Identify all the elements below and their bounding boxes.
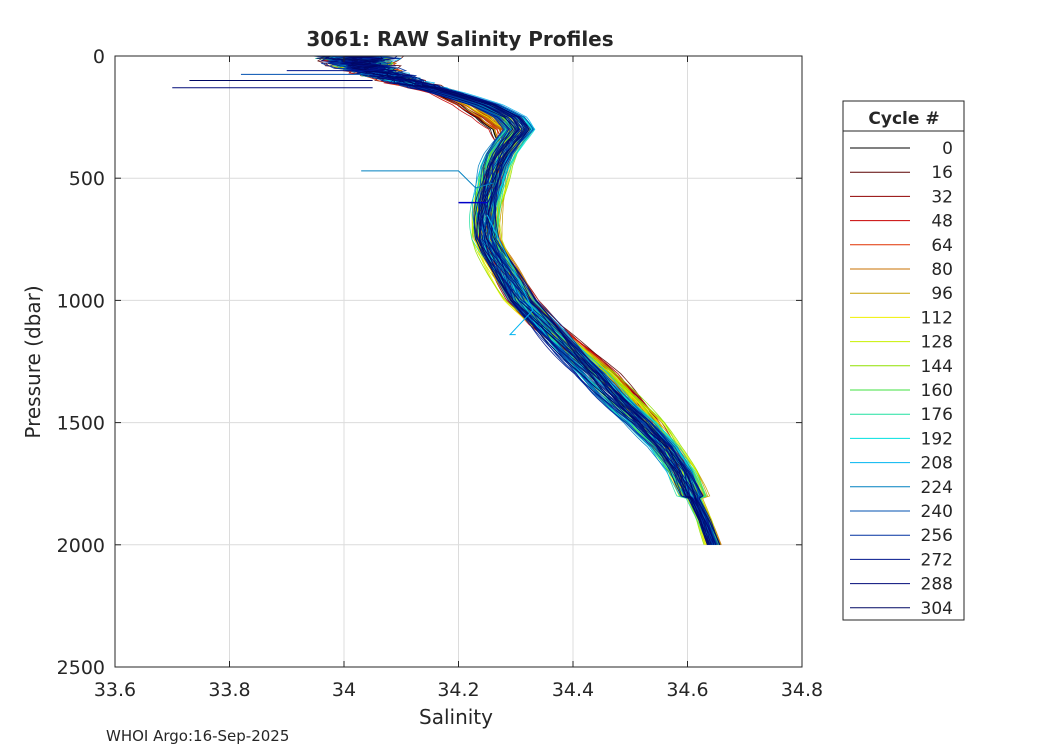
legend-label: 64 [931, 236, 953, 256]
y-tick-label: 1000 [57, 290, 105, 312]
legend-label: 32 [931, 187, 953, 207]
outlier-line [361, 170, 493, 189]
profile-line [320, 55, 709, 545]
legend-label: 128 [921, 333, 953, 353]
y-axis-label: Pressure (dbar) [21, 285, 45, 438]
legend-label: 80 [931, 260, 953, 280]
legend-label: 96 [931, 284, 953, 304]
x-axis-label: Salinity [419, 705, 493, 729]
x-tick-label: 34.8 [781, 679, 823, 701]
legend-items: 0 16 32 48 64 80 96 112 128 144 160 176 192 208 224 240… [850, 139, 953, 619]
legend-label: 144 [921, 357, 953, 377]
legend-label: 304 [921, 599, 953, 619]
x-axis-ticks: 33.6 33.8 34 34.2 34.4 34.6 34.8 [94, 56, 823, 701]
profile-line [316, 55, 712, 545]
legend-label: 256 [921, 526, 953, 546]
y-tick-label: 2500 [57, 657, 105, 679]
legend: Cycle # 0 16 32 48 64 80 96 112 128 144 160 176 192 2… [842, 100, 965, 621]
outlier-line [486, 214, 534, 336]
y-tick-label: 0 [93, 46, 105, 68]
profile-lines [115, 55, 722, 545]
chart-title: 3061: RAW Salinity Profiles [306, 27, 613, 51]
x-tick-label: 34 [332, 679, 356, 701]
x-tick-label: 34.2 [437, 679, 479, 701]
legend-label: 16 [931, 163, 953, 183]
legend-label: 48 [931, 212, 953, 232]
legend-label: 176 [921, 405, 953, 425]
y-tick-label: 2000 [57, 535, 105, 557]
x-tick-label: 34.6 [666, 679, 708, 701]
x-tick-label: 34.4 [552, 679, 594, 701]
profile-line [343, 55, 720, 545]
x-tick-label: 33.6 [94, 679, 136, 701]
legend-label: 112 [921, 308, 953, 328]
legend-label: 288 [921, 575, 953, 595]
profile-line [341, 55, 710, 545]
footer-note: WHOI Argo:16-Sep-2025 [106, 727, 289, 745]
profile-line [319, 55, 710, 545]
legend-label: 192 [921, 429, 953, 449]
legend-label: 224 [921, 478, 953, 498]
legend-label: 240 [921, 502, 953, 522]
legend-label: 208 [921, 454, 953, 474]
y-axis-ticks: 0 500 1000 1500 2000 2500 [57, 46, 802, 679]
y-tick-label: 500 [69, 168, 105, 190]
legend-label: 272 [921, 550, 953, 570]
profile-line [341, 55, 715, 545]
x-tick-label: 33.8 [208, 679, 250, 701]
profile-line [346, 55, 715, 545]
legend-label: 0 [942, 139, 953, 159]
legend-label: 160 [921, 381, 953, 401]
y-tick-label: 1500 [57, 413, 105, 435]
legend-box [842, 100, 965, 621]
legend-title: Cycle # [868, 109, 939, 129]
